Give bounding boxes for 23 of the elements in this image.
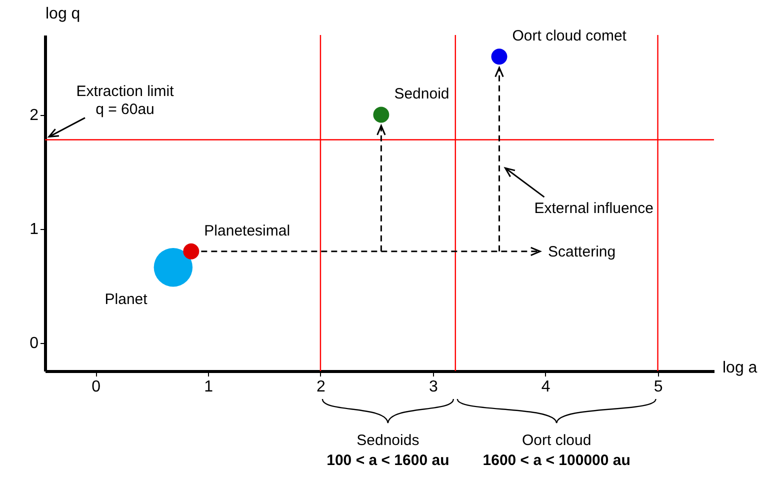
x-tick-label: 5 [654, 378, 663, 396]
y-axis-title: log q [46, 6, 80, 22]
series-label: Planetesimal [204, 222, 290, 240]
x-tick-label: 3 [428, 378, 438, 396]
y-tick-label: 2 [30, 107, 39, 124]
text: Sednoids [356, 432, 420, 449]
series-label: Planet [104, 291, 148, 308]
text: 1600 < a < 100000 au [482, 452, 630, 469]
annotation: Scattering [548, 243, 616, 260]
x-axis-title: log a [722, 360, 758, 376]
x-tick-label: 1 [204, 378, 214, 396]
x-tick-label: 4 [541, 378, 550, 396]
text: Oort cloud [522, 432, 592, 449]
annotation: Extraction limit [76, 82, 175, 100]
y-tick-label: 1 [30, 221, 39, 238]
series-label: Sednoid [394, 86, 450, 103]
annotation: External influence [534, 200, 654, 218]
y-tick-label: 0 [30, 335, 39, 352]
series-label: Oort cloud comet [512, 28, 628, 45]
x-tick-label: 2 [316, 378, 326, 396]
text: 100 < a < 1600 au [326, 452, 450, 469]
annotation: q = 60au [96, 100, 154, 118]
x-tick-label: 0 [92, 378, 101, 396]
